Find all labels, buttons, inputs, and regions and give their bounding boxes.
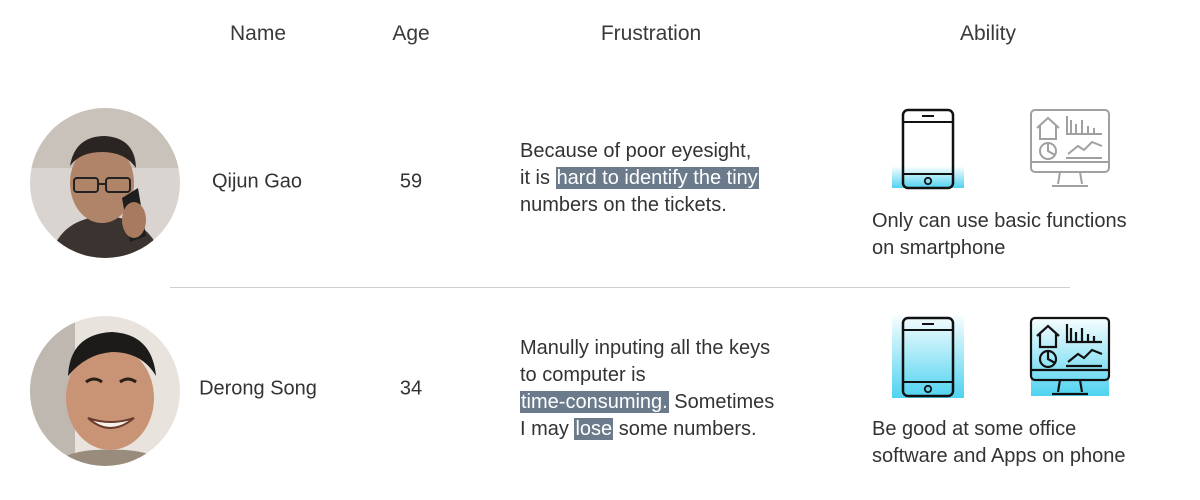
row2-ability: Be good at some office software and Apps… <box>872 416 1126 470</box>
row1-frustration-line2-text: it is <box>520 167 556 189</box>
row2-frustration-line4-pre: I may <box>520 418 575 440</box>
row2-frustration-highlight-1: time-consuming. <box>520 391 669 413</box>
row1-ability-line2: on smartphone <box>872 237 1006 259</box>
row1-ability: Only can use basic functions on smartpho… <box>872 208 1127 262</box>
row2-frustration-line4-post: some numbers. <box>613 418 757 440</box>
row2-frustration-line3-text: Sometimes <box>668 391 775 413</box>
header-name: Name <box>229 22 287 45</box>
smartphone-icon <box>892 108 964 190</box>
computer-dashboard-icon <box>1030 109 1110 187</box>
header-age: Age <box>392 22 430 45</box>
avatar-derong-song <box>30 316 180 466</box>
row2-name: Derong Song <box>199 377 317 400</box>
row2-frustration-line3: time-consuming. Sometimes <box>520 389 774 416</box>
header-frustration: Frustration <box>600 22 702 45</box>
row1-frustration-line3: numbers on the tickets. <box>520 194 727 216</box>
row-divider <box>170 287 1070 288</box>
row2-frustration-line1: Manully inputing all the keys <box>520 337 771 359</box>
row1-ability-line1: Only can use basic functions <box>872 210 1127 232</box>
row1-frustration-highlight: hard to identify the tiny <box>555 167 759 189</box>
row2-frustration-line4: I may lose some numbers. <box>520 416 774 443</box>
computer-dashboard-icon <box>1029 316 1111 396</box>
smartphone-icon <box>892 316 964 398</box>
header-ability: Ability <box>959 22 1017 45</box>
row2-frustration: Manully inputing all the keys to compute… <box>520 335 774 443</box>
row2-age: 34 <box>399 377 423 400</box>
row2-frustration-highlight-2: lose <box>574 418 614 440</box>
row2-frustration-line2: to computer is <box>520 364 646 386</box>
row1-name: Qijun Gao <box>211 170 303 193</box>
avatar-qijun-gao <box>30 108 180 258</box>
row1-age: 59 <box>399 170 423 193</box>
row2-ability-line2: software and Apps on phone <box>872 445 1126 467</box>
row1-frustration: Because of poor eyesight, it is hard to … <box>520 138 759 219</box>
row1-frustration-line2: it is hard to identify the tiny <box>520 165 759 192</box>
row1-frustration-line1: Because of poor eyesight, <box>520 140 752 162</box>
row2-ability-line1: Be good at some office <box>872 418 1077 440</box>
